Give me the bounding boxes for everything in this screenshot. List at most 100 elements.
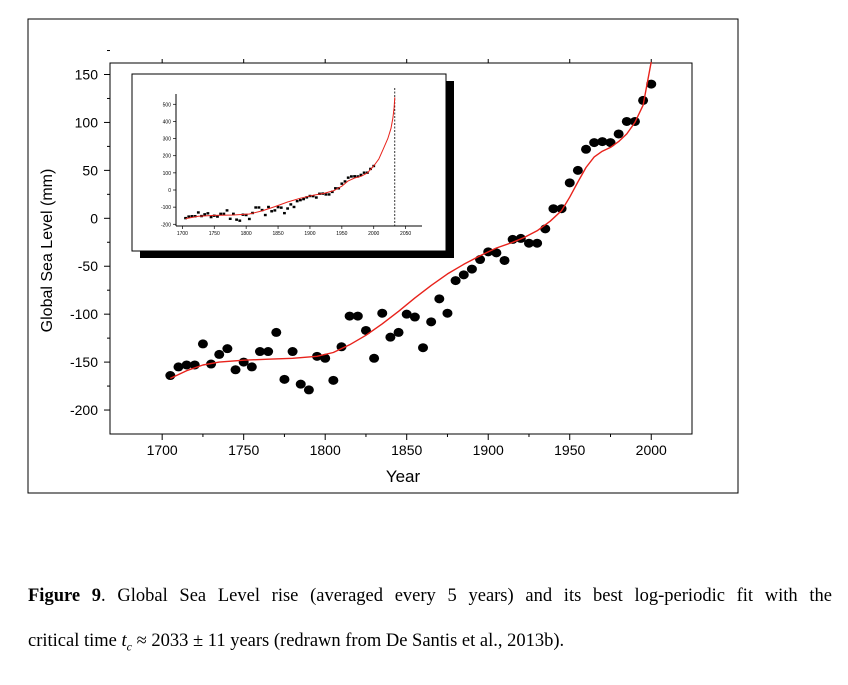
data-point-1785 — [295, 379, 306, 389]
data-point-1815 — [344, 311, 355, 321]
inset-frame — [131, 73, 447, 252]
data-point-1800 — [320, 353, 331, 363]
data-point-1965 — [589, 138, 600, 148]
data-point-1805 — [328, 375, 339, 385]
data-point-1780 — [287, 347, 298, 357]
data-point-1890 — [466, 264, 477, 274]
data-point-1910 — [499, 255, 510, 265]
inset-x-tick-label-1750: 1750 — [209, 231, 220, 237]
inset-data-point-1975 — [356, 175, 360, 178]
x-tick-label-1700: 1700 — [147, 442, 178, 458]
inset-data-point-1720 — [193, 215, 197, 218]
inset-data-point-1850 — [276, 205, 280, 209]
data-point-1840 — [385, 332, 396, 342]
y-tick-label--50: -50 — [78, 258, 98, 274]
x-axis-label: Year — [386, 467, 421, 486]
x-tick-label-1750: 1750 — [228, 442, 259, 458]
main-plot-frame — [109, 62, 693, 435]
y-tick-label--150: -150 — [70, 354, 98, 370]
inset-data-point-1985 — [362, 171, 366, 174]
data-point-1970 — [597, 137, 608, 147]
data-point-1845 — [393, 327, 404, 337]
y-tick-label--200: -200 — [70, 402, 98, 418]
inset-data-point-1790 — [238, 219, 242, 222]
inset-data-point-1925 — [324, 193, 328, 196]
inset-data-point-1970 — [353, 175, 356, 178]
inset-data-point-1870 — [289, 203, 293, 206]
data-point-1855 — [409, 312, 420, 322]
inset-y-tick-label-400: 400 — [163, 119, 172, 125]
data-point-1960 — [581, 144, 592, 154]
data-point-1950 — [564, 178, 575, 188]
inset-data-point-1770 — [225, 209, 229, 212]
inset-data-point-1800 — [244, 213, 248, 217]
x-tick-label-2000: 2000 — [636, 442, 667, 458]
y-tick-label-0: 0 — [90, 210, 98, 226]
inset-y-tick-label-300: 300 — [163, 137, 172, 143]
inset-data-point-1780 — [232, 212, 235, 216]
inset-data-point-1735 — [203, 213, 207, 216]
inset-data-point-1760 — [219, 212, 223, 216]
x-tick-label-1900: 1900 — [473, 442, 504, 458]
data-point-1710 — [173, 362, 184, 372]
data-point-1830 — [369, 353, 380, 363]
data-point-1775 — [279, 374, 290, 384]
inset-data-point-1830 — [263, 213, 267, 217]
y-tick-label--100: -100 — [70, 306, 98, 322]
data-point-1860 — [418, 343, 429, 353]
y-tick-label-150: 150 — [75, 67, 99, 83]
data-point-1880 — [450, 276, 461, 286]
data-point-1835 — [377, 308, 388, 318]
inset-data-point-1910 — [314, 196, 318, 199]
inset-data-point-1765 — [222, 212, 226, 216]
inset-y-tick-label-100: 100 — [163, 171, 172, 177]
critical-time-variable: t — [121, 631, 127, 651]
main-chart: 1700 1750 1800 1850 1900 1950 2000150100500-50… — [39, 50, 693, 486]
data-point-1760 — [254, 347, 265, 357]
inset-data-point-1755 — [216, 215, 219, 218]
data-point-1850 — [401, 309, 412, 319]
inset-data-point-1710 — [187, 215, 191, 218]
inset-x-tick-label-2050: 2050 — [400, 231, 411, 237]
inset-data-point-1725 — [196, 211, 200, 214]
inset-data-point-1835 — [267, 205, 270, 209]
inset-data-point-1715 — [190, 215, 194, 218]
inset-data-point-1820 — [257, 206, 261, 209]
inset-y-tick-label-200: 200 — [163, 154, 172, 160]
figure-chart: 1700 1750 1800 1850 1900 1950 2000150100500-50… — [27, 18, 739, 494]
inset-data-point-1905 — [311, 194, 315, 198]
inset-x-tick-label-1950: 1950 — [336, 231, 347, 237]
data-point-1995 — [638, 95, 649, 105]
data-point-1870 — [434, 294, 445, 304]
inset-data-point-1860 — [283, 211, 286, 215]
data-point-1875 — [442, 308, 453, 318]
data-point-1820 — [352, 311, 363, 321]
data-point-1955 — [572, 165, 583, 175]
y-tick-label-50: 50 — [82, 162, 98, 178]
figure-caption-line-2: critical time tc ≈ 2033 ± 11 years (redr… — [28, 631, 832, 655]
inset-data-point-1865 — [286, 207, 290, 210]
data-point-1905 — [491, 248, 502, 258]
inset-data-point-1740 — [206, 212, 210, 215]
inset-data-point-1935 — [330, 190, 334, 194]
data-point-1790 — [303, 385, 314, 395]
y-tick-label-100: 100 — [75, 114, 99, 130]
inset-data-point-1785 — [235, 218, 238, 221]
inset-x-tick-label-1850: 1850 — [272, 231, 283, 237]
data-point-1865 — [426, 317, 437, 327]
inset-data-point-1940 — [334, 187, 337, 190]
inset-y-tick-label--100: -100 — [161, 205, 171, 211]
inset-data-point-1805 — [247, 217, 251, 221]
inset-y-tick-label--200: -200 — [161, 222, 171, 228]
inset-x-tick-label-1700: 1700 — [177, 231, 188, 237]
data-point-1930 — [532, 238, 543, 248]
data-point-1715 — [181, 360, 192, 370]
figure-caption-text-1: . Global Sea Level rise (averaged every … — [101, 586, 832, 606]
data-point-2000 — [646, 79, 657, 89]
data-point-1705 — [165, 371, 176, 381]
figure-caption-line-1: Figure 9. Global Sea Level rise (average… — [28, 586, 832, 607]
inset-y-tick-label-500: 500 — [163, 102, 172, 108]
inset-data-point-1845 — [273, 209, 277, 212]
data-point-1885 — [458, 270, 469, 280]
data-point-1740 — [222, 344, 233, 354]
